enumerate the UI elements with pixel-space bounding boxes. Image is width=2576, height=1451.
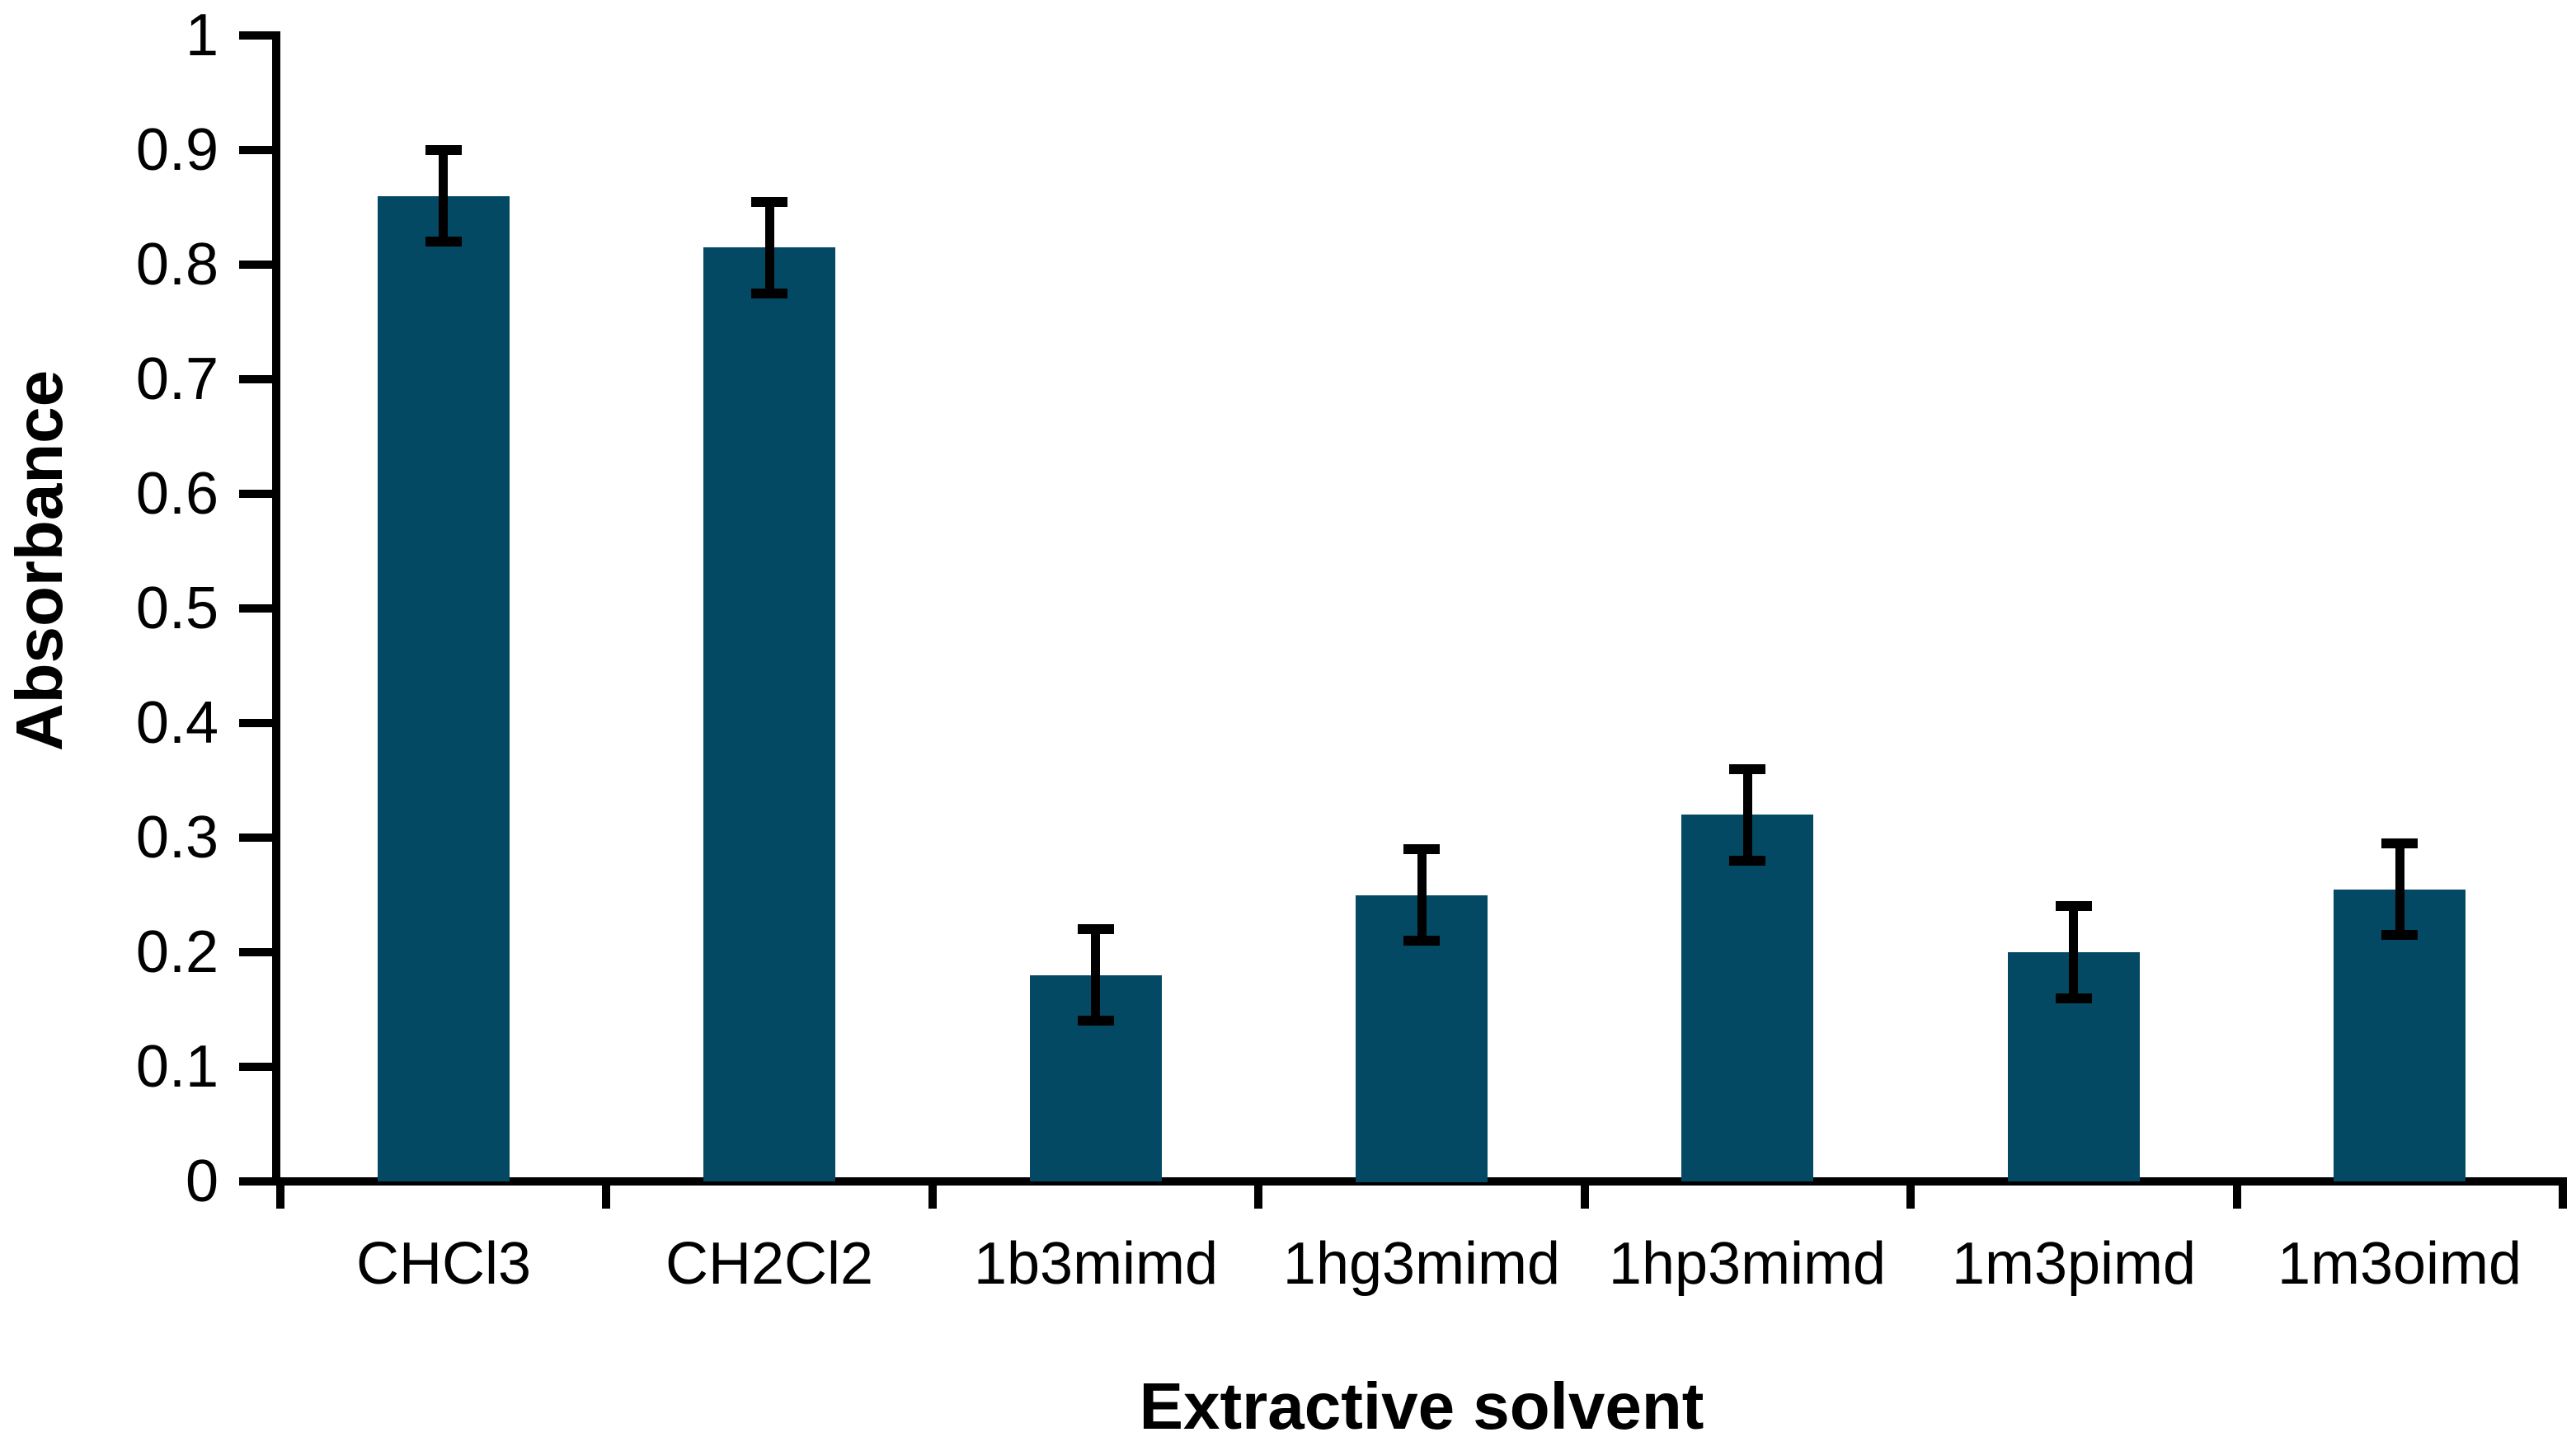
y-axis-tick <box>239 490 272 498</box>
x-tick-label-1m3oimd: 1m3oimd <box>2277 1231 2522 1297</box>
error-bar-cap-top <box>1078 924 1114 934</box>
error-bar-line <box>2069 906 2078 998</box>
y-axis-tick <box>239 948 272 956</box>
x-tick-label-1m3pimd: 1m3pimd <box>1951 1231 2197 1297</box>
y-tick-label: 0.9 <box>135 117 219 183</box>
error-bar-cap-bottom <box>2381 930 2418 940</box>
y-axis-tick <box>239 375 272 383</box>
y-tick-label: 0.3 <box>135 805 219 871</box>
error-bar-line <box>439 150 448 242</box>
y-axis-line <box>272 31 280 1186</box>
y-axis-tick <box>239 31 272 40</box>
error-bar-cap-bottom <box>1729 856 1765 866</box>
y-tick-label: 0.2 <box>135 919 219 985</box>
x-axis-tick <box>1254 1177 1262 1209</box>
x-axis-tick <box>1581 1177 1589 1209</box>
x-axis-tick <box>276 1177 284 1209</box>
error-bar-cap-top <box>2381 838 2418 848</box>
y-axis-tick <box>239 146 272 154</box>
bar-CHCl3 <box>378 196 510 1181</box>
error-bar-cap-bottom <box>751 289 787 298</box>
error-bar-line <box>2395 843 2404 935</box>
error-bar-cap-top <box>1729 764 1765 774</box>
error-bar-cap-top <box>2056 901 2092 911</box>
y-axis-tick <box>239 604 272 613</box>
error-bar-cap-bottom <box>1403 936 1440 946</box>
error-bar-cap-top <box>425 145 462 155</box>
error-bar-cap-top <box>751 197 787 207</box>
x-tick-label-1b3mimd: 1b3mimd <box>973 1231 1219 1297</box>
y-axis-tick <box>239 719 272 727</box>
error-bar-line <box>1743 769 1752 861</box>
y-axis-tick <box>239 834 272 842</box>
error-bar-line <box>1091 929 1100 1021</box>
y-axis-tick <box>239 1063 272 1071</box>
x-tick-label-CH2Cl2: CH2Cl2 <box>665 1231 874 1297</box>
bar-1hp3mimd <box>1681 815 1813 1181</box>
x-axis-tick <box>2559 1177 2567 1209</box>
y-tick-label: 0.6 <box>135 461 219 527</box>
y-tick-label: 0.4 <box>135 690 219 756</box>
y-tick-label: 0.1 <box>135 1034 219 1100</box>
error-bar-cap-top <box>1403 844 1440 854</box>
x-tick-label-1hg3mimd: 1hg3mimd <box>1282 1231 1561 1297</box>
x-axis-tick <box>602 1177 610 1209</box>
error-bar-cap-bottom <box>1078 1016 1114 1026</box>
x-axis-tick <box>928 1177 937 1209</box>
y-axis-tick <box>239 261 272 269</box>
x-tick-label-CHCl3: CHCl3 <box>355 1231 532 1297</box>
error-bar-cap-bottom <box>2056 993 2092 1003</box>
y-tick-label: 0.5 <box>135 575 219 641</box>
x-axis-tick <box>2233 1177 2241 1209</box>
error-bar-cap-bottom <box>425 237 462 247</box>
x-axis-tick <box>1906 1177 1915 1209</box>
x-axis-title: Extractive solvent <box>1139 1369 1704 1443</box>
error-bar-line <box>765 202 774 293</box>
error-bar-line <box>1417 849 1427 941</box>
y-tick-label: 1 <box>185 2 219 68</box>
x-tick-label-1hp3mimd: 1hp3mimd <box>1608 1231 1887 1297</box>
y-tick-label: 0.8 <box>135 232 219 298</box>
bar-CH2Cl2 <box>703 247 835 1181</box>
y-tick-label: 0.7 <box>135 346 219 412</box>
y-axis-tick <box>239 1177 272 1186</box>
y-tick-label: 0 <box>185 1148 219 1214</box>
